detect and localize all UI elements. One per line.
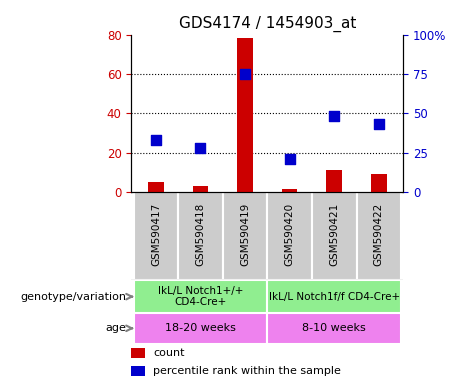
Text: GSM590419: GSM590419 <box>240 203 250 266</box>
Bar <box>178 192 223 280</box>
Bar <box>131 348 145 358</box>
Text: GSM590418: GSM590418 <box>195 203 206 266</box>
Text: genotype/variation: genotype/variation <box>20 291 126 302</box>
Bar <box>282 189 297 192</box>
Point <box>331 113 338 119</box>
Text: GSM590417: GSM590417 <box>151 203 161 266</box>
Bar <box>131 366 145 376</box>
Bar <box>223 192 267 280</box>
Bar <box>193 186 208 192</box>
Text: 8-10 weeks: 8-10 weeks <box>302 323 366 333</box>
Point <box>242 71 249 77</box>
Text: age: age <box>105 323 126 333</box>
Text: 18-20 weeks: 18-20 weeks <box>165 323 236 333</box>
Bar <box>134 280 267 313</box>
Bar <box>326 170 342 192</box>
Text: IkL/L Notch1+/+
CD4-Cre+: IkL/L Notch1+/+ CD4-Cre+ <box>158 286 243 308</box>
Text: percentile rank within the sample: percentile rank within the sample <box>153 366 341 376</box>
Text: IkL/L Notch1f/f CD4-Cre+: IkL/L Notch1f/f CD4-Cre+ <box>269 291 400 302</box>
Point <box>375 121 383 127</box>
Bar <box>267 192 312 280</box>
Point <box>286 156 293 162</box>
Bar <box>148 182 164 192</box>
Bar <box>134 313 267 344</box>
Bar <box>267 280 401 313</box>
Title: GDS4174 / 1454903_at: GDS4174 / 1454903_at <box>179 16 356 32</box>
Bar <box>312 192 356 280</box>
Text: GSM590421: GSM590421 <box>329 203 339 266</box>
Bar <box>356 192 401 280</box>
Bar <box>267 313 401 344</box>
Point <box>152 137 160 143</box>
Bar <box>134 192 178 280</box>
Bar <box>371 174 387 192</box>
Text: count: count <box>153 348 185 358</box>
Text: GSM590422: GSM590422 <box>374 203 384 266</box>
Point <box>197 145 204 151</box>
Text: GSM590420: GSM590420 <box>285 203 295 266</box>
Bar <box>237 38 253 192</box>
